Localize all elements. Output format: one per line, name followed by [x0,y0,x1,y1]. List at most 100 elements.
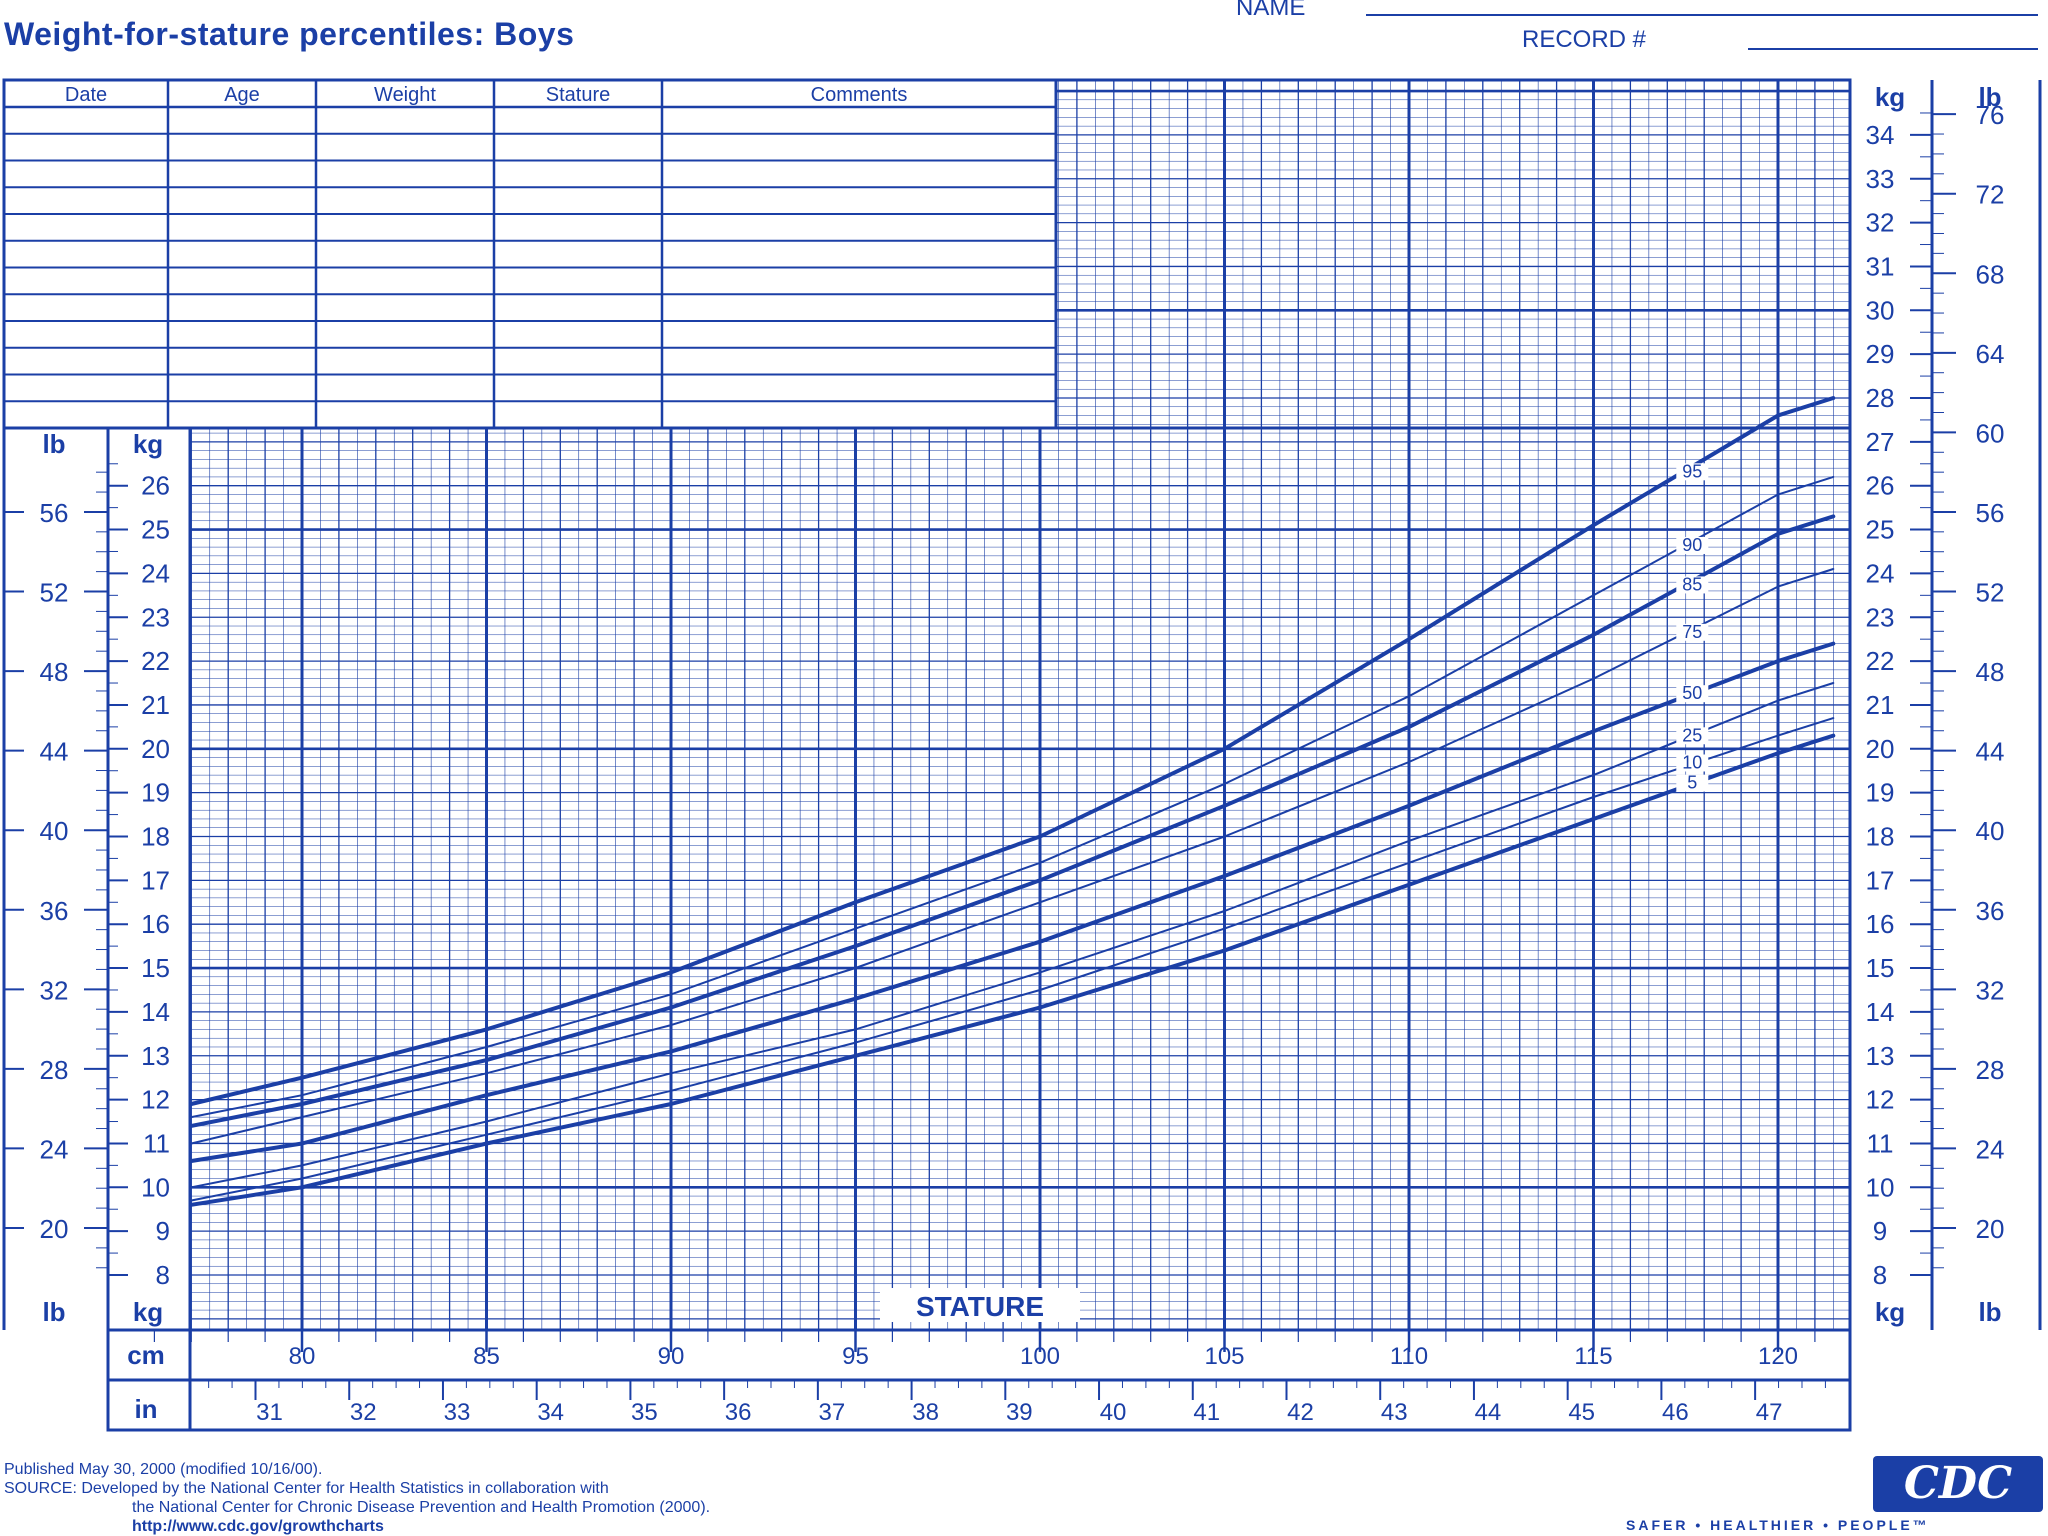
record-table-row[interactable] [6,188,1054,213]
right-lb-tick-label: 60 [1976,418,2005,448]
right-lb-unit-top: lb [1978,82,2001,112]
record-label: RECORD # [1522,26,1647,53]
right-lb-tick-label: 56 [1976,498,2005,528]
stature-label-bg [880,1288,1080,1322]
percentile-label-bg [1676,754,1709,772]
left-kg-tick-label: 9 [156,1216,170,1246]
record-table-frame [2,78,1058,430]
stature-axis-title: STATURE [916,1291,1044,1322]
right-kg-tick-label: 15 [1866,953,1895,983]
right-lb-tick-label: 20 [1976,1214,2005,1244]
cm-tick-label: 120 [1758,1343,1798,1370]
percentile-curve-p85 [189,514,1836,1128]
left-kg-tick-label: 25 [141,515,170,545]
source-url-link[interactable]: http://www.cdc.gov/growthcharts [132,1518,384,1535]
left-lb-tick-label: 52 [40,578,69,608]
footer: Published May 30, 2000 (modified 10/16/0… [4,1460,710,1536]
left-kg-tick-label: 8 [156,1260,170,1290]
cm-tick-label: 115 [1574,1343,1612,1370]
record-table-row[interactable] [6,269,1054,294]
right-kg-tick-label: 30 [1866,295,1895,325]
percentile-label-bg [1676,727,1709,745]
in-tick-label: 35 [631,1399,658,1426]
left-lb-tick-label: 40 [40,816,69,846]
record-table-row[interactable] [6,108,1054,133]
percentile-label-bg [1676,576,1709,594]
right-kg-tick-label: 28 [1866,383,1895,413]
percentile-curve-p95 [189,396,1836,1106]
right-kg-unit-top: kg [1875,82,1905,112]
right-kg-unit-bottom: kg [1875,1297,1905,1327]
percentile-curve-p5 [189,733,1836,1207]
record-table-row[interactable] [6,322,1054,347]
right-kg-tick-label: 13 [1866,1041,1895,1071]
record-table-header-stature: Stature [546,84,610,106]
left-kg-unit-top: kg [133,429,163,459]
cdc-logo: CDC [1873,1456,2043,1512]
percentile-label-p75: 75 [1682,622,1702,642]
percentile-label-p95: 95 [1682,461,1702,481]
record-table-header-date: Date [65,84,107,106]
left-kg-tick-label: 11 [143,1128,170,1158]
name-field[interactable] [1366,14,2038,16]
record-table-header-comments: Comments [811,84,908,106]
right-kg-tick-label: 8 [1873,1260,1887,1290]
left-lb-tick-label: 20 [40,1214,69,1244]
record-table-row[interactable] [6,242,1054,267]
right-lb-tick-label: 68 [1976,259,2005,289]
left-kg-tick-label: 16 [141,909,170,939]
in-tick-label: 36 [725,1399,752,1426]
left-kg-tick-label: 22 [141,646,170,676]
right-lb-tick-label: 24 [1976,1134,2005,1164]
left-kg-tick-label: 21 [141,690,170,720]
record-table-header-weight: Weight [374,84,436,106]
published-note: Published May 30, 2000 (modified 10/16/0… [4,1461,323,1478]
right-kg-tick-label: 19 [1866,778,1895,808]
percentile-label-p90: 90 [1682,535,1702,555]
in-tick-label: 42 [1287,1399,1314,1426]
record-table-row[interactable] [6,349,1054,374]
plot-frame [188,426,1852,1332]
percentile-curve-p75 [190,568,1835,1145]
record-field[interactable] [1748,48,2038,50]
left-lb-tick-label: 24 [40,1134,69,1164]
left-lb-tick-label: 28 [40,1055,69,1085]
right-lb-tick-label: 52 [1976,578,2005,608]
record-table-row[interactable] [6,376,1054,401]
cm-tick-label: 80 [289,1343,316,1370]
left-kg-tick-label: 20 [141,734,170,764]
record-table-row[interactable] [6,215,1054,240]
right-kg-tick-label: 27 [1866,427,1895,457]
right-kg-tick-label: 23 [1866,602,1895,632]
right-lb-tick-label: 28 [1976,1055,2005,1085]
record-table-row[interactable] [6,402,1054,427]
record-table-row[interactable] [6,162,1054,187]
right-kg-tick-label: 18 [1866,822,1895,852]
record-table-row[interactable] [6,295,1054,320]
right-kg-tick-label: 21 [1866,690,1895,720]
right-kg-tick-label: 9 [1873,1216,1887,1246]
upper-plot-frame [1054,78,1852,430]
record-table-header-age: Age [224,84,260,106]
chart-grid [188,78,1852,1332]
in-tick-label: 40 [1100,1399,1127,1426]
left-kg-tick-label: 23 [141,602,170,632]
in-tick-label: 33 [444,1399,471,1426]
right-lb-tick-label: 48 [1976,657,2005,687]
percentile-label-bg [1676,774,1709,792]
right-kg-tick-label: 32 [1866,208,1895,238]
right-lb-tick-label: 36 [1976,896,2005,926]
bottom-axes: cm in 80 85 90 95 100 105 110 115 120 31 32 33 34 35 36 3… [106,1288,1852,1432]
percentile-curve-p90 [190,475,1835,1119]
in-tick-label: 41 [1193,1399,1220,1426]
record-table: Date Age Weight Stature Comments [2,78,1058,430]
left-kg-tick-label: 26 [141,471,170,501]
source-line-1: SOURCE: Developed by the National Center… [4,1480,609,1497]
left-kg-tick-label: 10 [141,1172,170,1202]
right-kg-tick-label: 26 [1866,471,1895,501]
percentile-curves: 95 90 85 75 50 25 105 [189,396,1836,1207]
percentile-curve-p50 [189,641,1836,1163]
in-tick-label: 45 [1568,1399,1595,1426]
right-lb-tick-label: 40 [1976,816,2005,846]
record-table-row[interactable] [6,135,1054,160]
